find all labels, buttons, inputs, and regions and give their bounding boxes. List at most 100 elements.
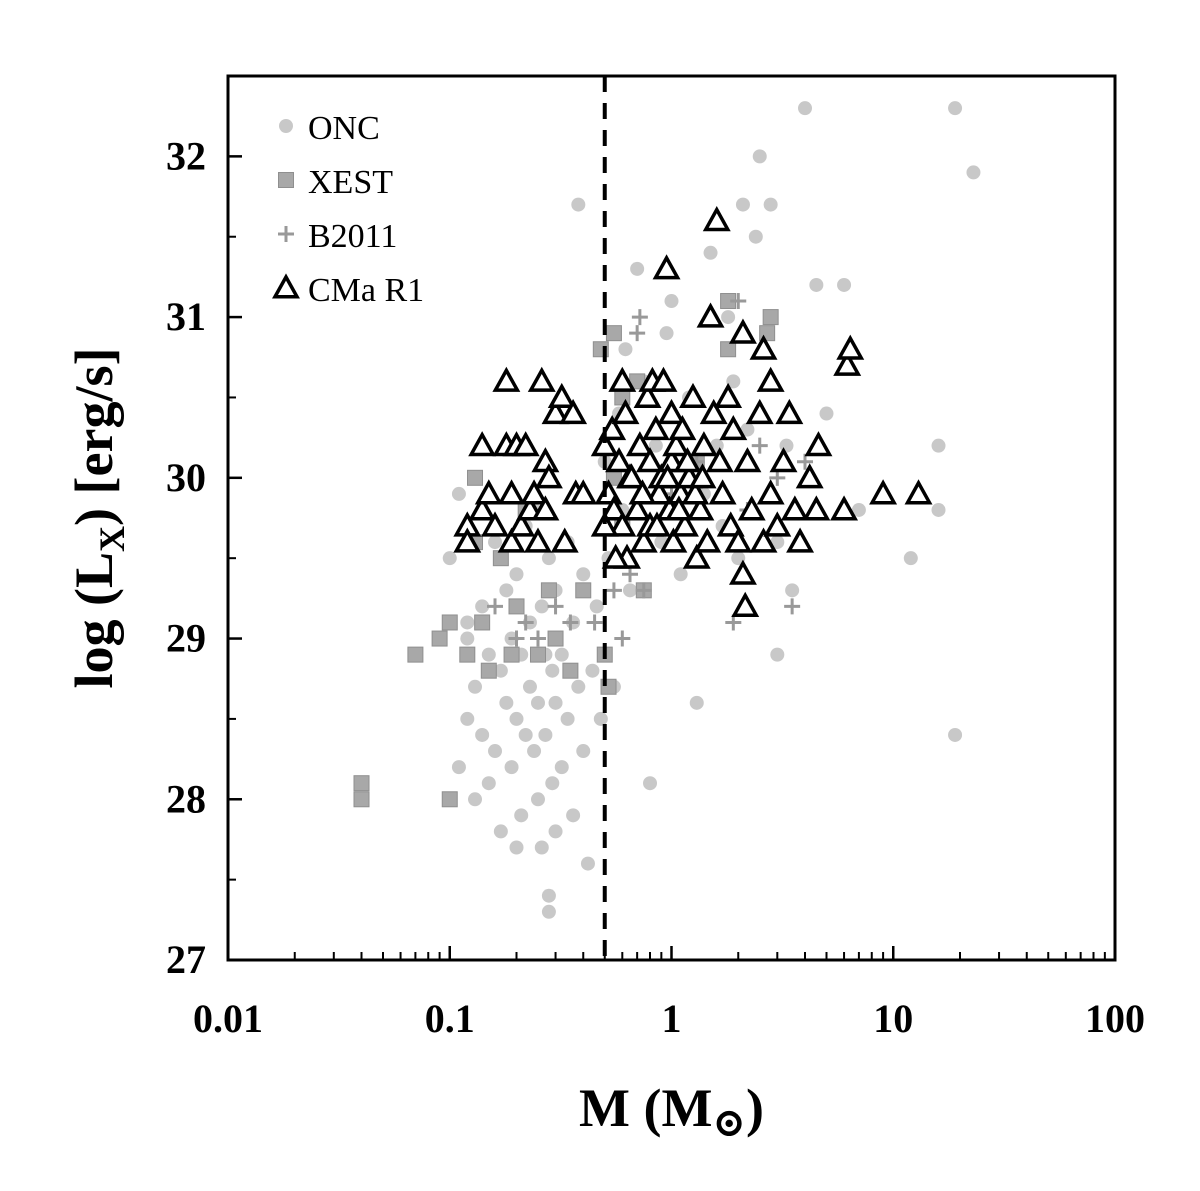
data-point-onc: [541, 904, 556, 919]
data-point-onc: [659, 326, 674, 341]
data-point-xest: [562, 662, 579, 679]
data-point-cma-r1: [719, 414, 748, 441]
data-point-cma-r1: [728, 559, 757, 585]
data-point-onc: [538, 727, 553, 742]
data-point-cma-r1: [696, 302, 725, 328]
data-point-cma-r1: [633, 382, 662, 409]
data-point-cma-r1: [662, 431, 691, 457]
data-point-onc: [475, 599, 490, 614]
data-point-cma-r1: [559, 398, 588, 425]
y-axis-title-sub: X: [92, 526, 132, 552]
data-point-xest: [441, 614, 458, 631]
data-point-cma-r1: [453, 527, 482, 553]
data-point-onc: [534, 599, 549, 614]
y-tick-label: 27: [166, 937, 206, 982]
data-point-onc: [499, 583, 514, 598]
data-point-xest: [529, 646, 546, 663]
data-point-cma-r1: [833, 350, 862, 376]
data-point-cma-r1: [492, 366, 521, 392]
data-point-onc: [903, 551, 918, 566]
data-point-onc: [837, 277, 852, 292]
x-tick-label: 1: [662, 996, 682, 1041]
data-point-onc: [966, 165, 981, 180]
x-axis-title-main: M (M: [579, 1078, 712, 1138]
legend-marker-triangle: [272, 273, 300, 299]
data-point-xest: [540, 582, 557, 599]
data-point-onc: [527, 744, 542, 759]
data-points-layer: [353, 101, 981, 919]
data-point-onc: [460, 615, 475, 630]
data-point-cma-r1: [497, 527, 526, 553]
data-point-onc: [460, 631, 475, 646]
data-point-cma-r1: [628, 479, 657, 505]
data-point-cma-r1: [524, 527, 552, 553]
data-point-cma-r1: [657, 398, 686, 425]
data-point-cma-r1: [775, 398, 804, 425]
tick-labels-layer: 0.01 0.1 1 10 100 27 28 29 30 31 32: [166, 133, 1145, 1041]
data-point-cma-r1: [756, 366, 785, 392]
data-point-onc: [468, 792, 483, 807]
data-point-onc: [522, 679, 537, 694]
data-point-cma-r1: [780, 495, 809, 521]
x-axis-title: M (M⊙): [579, 1078, 764, 1145]
y-axis-title: log (LX) [erg/s]: [64, 348, 132, 689]
data-point-b2011: [605, 582, 622, 599]
data-point-onc: [735, 197, 750, 212]
data-point-cma-r1: [708, 479, 737, 505]
data-point-cma-r1: [702, 206, 731, 232]
data-point-cma-r1: [728, 318, 757, 344]
data-point-cma-r1: [688, 463, 717, 489]
data-point-onc: [488, 744, 503, 759]
data-point-onc: [770, 647, 785, 662]
data-point-cma-r1: [643, 511, 671, 537]
data-point-xest: [441, 791, 458, 808]
data-point-onc: [763, 197, 778, 212]
data-point-onc: [770, 535, 785, 550]
data-point-onc: [819, 406, 834, 421]
data-point-cma-r1: [550, 527, 579, 553]
data-point-cma-r1: [531, 495, 560, 521]
legend-label: ONC: [308, 110, 380, 147]
data-point-cma-r1: [699, 398, 728, 425]
data-point-cma-r1: [649, 366, 678, 392]
y-tick-label: 32: [166, 133, 206, 178]
data-point-onc: [554, 647, 569, 662]
data-point-cma-r1: [724, 527, 753, 553]
data-point-b2011: [508, 630, 525, 647]
data-point-cma-r1: [507, 511, 536, 537]
data-point-cma-r1: [830, 495, 859, 521]
data-point-cma-r1: [682, 543, 711, 569]
data-point-cma-r1: [541, 398, 570, 425]
data-point-cma-r1: [689, 431, 718, 457]
data-point-cma-r1: [705, 447, 734, 473]
data-point-onc: [541, 551, 556, 566]
data-point-cma-r1: [468, 431, 497, 457]
data-point-cma-r1: [629, 527, 658, 553]
legend-marker-plus: [278, 226, 294, 242]
data-point-cma-r1: [534, 463, 563, 489]
legend-marker-circle: [279, 119, 293, 133]
data-point-cma-r1: [617, 463, 646, 489]
y-tick-label: 31: [166, 294, 206, 339]
data-point-onc: [931, 438, 946, 453]
data-point-onc: [481, 776, 496, 791]
data-point-cma-r1: [836, 334, 865, 360]
data-point-cma-r1: [608, 511, 637, 537]
data-point-b2011: [547, 598, 564, 615]
data-point-onc: [545, 776, 560, 791]
data-point-onc: [664, 294, 679, 309]
data-point-b2011: [631, 309, 648, 326]
x-axis-title-close: ): [746, 1078, 764, 1138]
data-point-cma-r1: [763, 511, 792, 537]
data-point-onc: [548, 824, 563, 839]
data-point-cma-r1: [611, 398, 640, 425]
data-point-b2011: [725, 614, 742, 631]
data-point-cma-r1: [608, 366, 637, 392]
data-point-cma-r1: [673, 447, 702, 473]
data-point-cma-r1: [681, 479, 710, 505]
data-point-cma-r1: [733, 447, 762, 473]
data-point-xest: [431, 630, 448, 647]
data-point-cma-r1: [802, 495, 831, 521]
data-point-cma-r1: [756, 479, 785, 505]
data-point-cma-r1: [625, 431, 654, 457]
